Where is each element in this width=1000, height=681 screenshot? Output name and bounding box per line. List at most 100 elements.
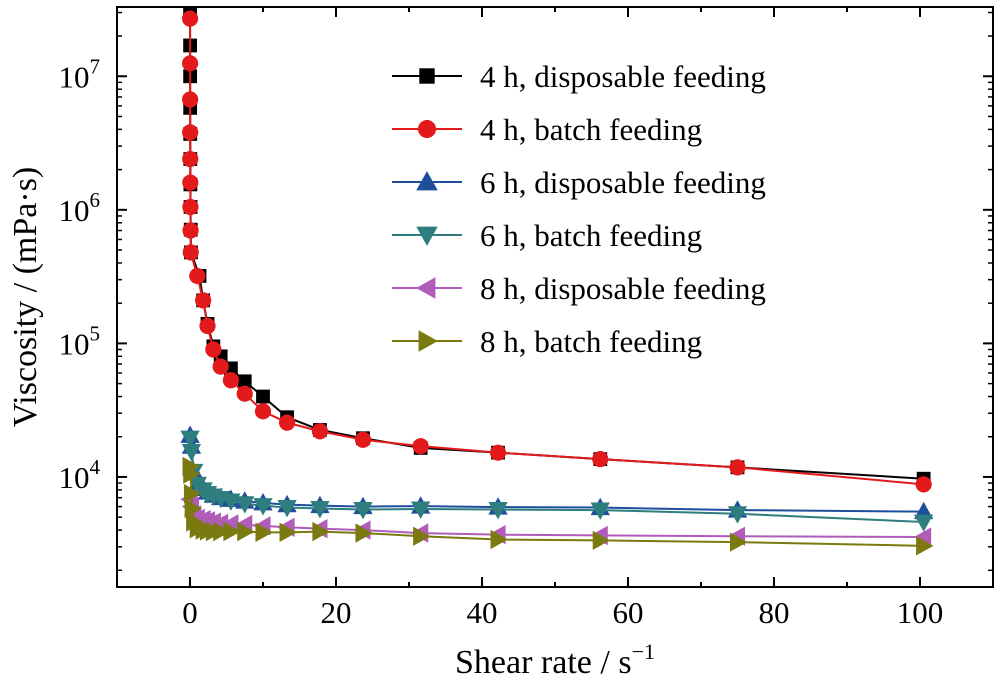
- legend-label: 8 h, disposable feeding: [480, 271, 766, 306]
- data-point: [916, 536, 934, 556]
- data-point: [354, 431, 372, 448]
- data-point: [727, 506, 748, 524]
- y-tick-label: 104: [59, 455, 101, 495]
- data-point: [182, 174, 199, 191]
- series-2: [181, 10, 932, 493]
- x-tick-label: 60: [613, 595, 644, 630]
- data-point: [489, 444, 507, 461]
- x-axis-ticks: 0 20 40 60 80 100: [182, 7, 943, 630]
- legend-label: 6 h, disposable feeding: [480, 165, 766, 200]
- data-point: [237, 521, 255, 542]
- data-point: [184, 498, 203, 519]
- data-point: [212, 358, 229, 375]
- data-point: [413, 526, 431, 546]
- data-point: [729, 532, 748, 552]
- data-point: [181, 10, 199, 27]
- legend: 4 h, disposable feeding 4 h, batch feedin…: [392, 59, 766, 359]
- data-point: [277, 500, 297, 518]
- data-point: [490, 529, 508, 550]
- data-point: [189, 267, 206, 285]
- data-point: [310, 501, 330, 519]
- series-4: [180, 430, 934, 532]
- data-point: [355, 523, 373, 543]
- data-point: [236, 385, 253, 402]
- data-point: [253, 498, 273, 516]
- legend-item: 6 h, disposable feeding: [392, 165, 766, 200]
- x-tick-label: 100: [897, 595, 944, 630]
- y-tick-label-base: 10: [59, 59, 90, 94]
- data-point: [182, 244, 199, 261]
- x-tick-label: 80: [759, 595, 790, 630]
- data-point: [254, 403, 272, 420]
- data-point: [182, 222, 199, 239]
- y-tick-label-base: 10: [59, 460, 90, 495]
- legend-label: 4 h, batch feeding: [480, 112, 702, 147]
- legend-item: 6 h, batch feeding: [392, 218, 702, 253]
- legend-label: 4 h, disposable feeding: [480, 59, 766, 94]
- data-point: [182, 91, 199, 108]
- data-point: [592, 530, 611, 551]
- legend-marker: [417, 119, 437, 139]
- data-point: [181, 55, 199, 72]
- data-point: [182, 150, 199, 168]
- data-point: [222, 372, 239, 389]
- x-tick-label: 40: [467, 595, 498, 630]
- data-point: [915, 476, 932, 493]
- data-point: [312, 521, 330, 542]
- y-tick-label-exponent: 7: [90, 54, 101, 78]
- y-axis-title: Viscosity / (mPa·s): [7, 167, 44, 428]
- data-point: [183, 483, 202, 504]
- data-point: [180, 430, 200, 449]
- y-tick-label-base: 10: [59, 193, 90, 228]
- data-point: [914, 514, 934, 532]
- legend-marker: [416, 226, 438, 246]
- data-point: [183, 464, 201, 484]
- data-point: [221, 493, 241, 511]
- data-point: [182, 124, 199, 141]
- data-point: [195, 292, 212, 309]
- legend-label: 6 h, batch feeding: [480, 218, 702, 253]
- data-point: [412, 438, 429, 455]
- y-tick-label: 107: [59, 54, 101, 94]
- y-tick-label-exponent: 6: [90, 188, 101, 212]
- legend-item: 4 h, batch feeding: [392, 112, 702, 147]
- legend-marker: [418, 330, 438, 352]
- data-point: [411, 501, 431, 519]
- series-line: [189, 438, 924, 523]
- y-tick-label: 105: [59, 321, 101, 361]
- y-tick-label-exponent: 4: [90, 455, 101, 479]
- series-layer: [180, 7, 934, 556]
- y-tick-label-exponent: 5: [90, 321, 101, 345]
- x-tick-label: 20: [321, 595, 352, 630]
- data-point: [213, 521, 231, 542]
- data-point: [278, 414, 296, 431]
- legend-item: 4 h, disposable feeding: [392, 59, 766, 94]
- x-axis-title: Shear rate / s−1: [455, 639, 655, 681]
- data-point: [235, 496, 255, 514]
- x-axis-title-text: Shear rate / s: [455, 644, 632, 681]
- series-line: [189, 466, 924, 547]
- legend-item: 8 h, disposable feeding: [392, 271, 766, 306]
- data-point: [223, 521, 241, 542]
- data-point: [255, 522, 273, 542]
- x-axis-title-superscript: −1: [632, 639, 655, 664]
- data-point: [199, 317, 216, 335]
- data-point: [592, 451, 609, 468]
- x-tick-label: 0: [182, 595, 198, 630]
- data-point: [729, 459, 746, 476]
- data-point: [353, 502, 373, 520]
- y-tick-label: 106: [59, 188, 101, 228]
- data-point: [311, 423, 329, 440]
- legend-marker: [416, 171, 438, 191]
- series-6: [182, 456, 934, 556]
- legend-label: 8 h, batch feeding: [480, 324, 702, 359]
- data-point: [488, 502, 508, 520]
- legend-marker: [416, 277, 436, 299]
- data-point: [256, 389, 270, 404]
- data-point: [205, 341, 222, 358]
- y-tick-label-base: 10: [59, 326, 90, 361]
- data-point: [279, 522, 297, 542]
- data-point: [182, 198, 199, 216]
- data-point: [181, 443, 202, 462]
